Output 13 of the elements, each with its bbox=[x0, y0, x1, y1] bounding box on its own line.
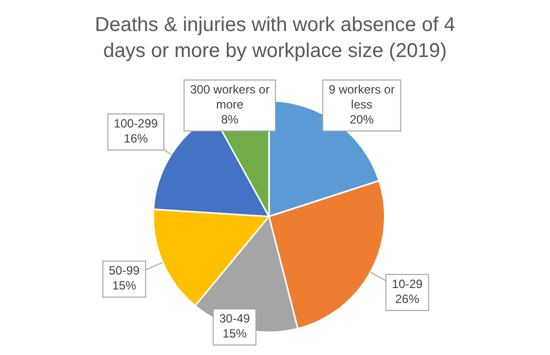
chart-title: Deaths & injuries with work absence of 4 days or more by workplace size (2019) bbox=[94, 13, 456, 64]
slice-label: 50-99 bbox=[108, 263, 140, 278]
data-label: 20% bbox=[350, 112, 374, 126]
slice-label: 100-299 bbox=[114, 116, 158, 130]
data-label: 15% bbox=[112, 278, 137, 292]
data-label: 26% bbox=[395, 292, 420, 306]
data-label: 16% bbox=[124, 131, 148, 146]
data-label: 15% bbox=[222, 326, 247, 340]
slice-label: 10-29 bbox=[392, 276, 423, 291]
slice-label: 9 workers or less bbox=[328, 82, 395, 112]
data-label: 8% bbox=[221, 112, 239, 126]
slice-label: 300 workers or more bbox=[190, 82, 270, 112]
slice-label: 30-49 bbox=[219, 311, 250, 326]
